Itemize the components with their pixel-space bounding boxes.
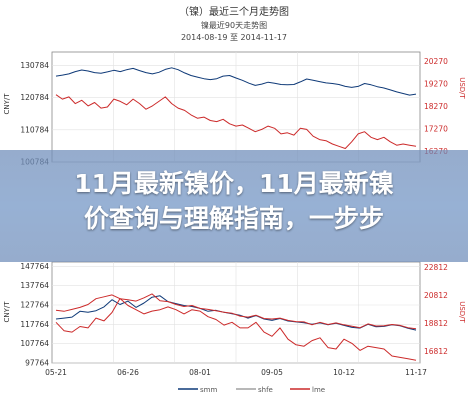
bottom-series [55,293,417,361]
top-series-line-1 [55,94,417,149]
bottom-chart: 147764 137764 127764 117764 107764 97764 2281… [3,261,466,394]
top-chart-date-range: 2014-08-19 至 2014-11-17 [181,33,287,42]
headline-line-1: 11月最新镍价，11月最新镍 [74,169,394,198]
top-right-tick-0: 20270 [424,57,448,66]
bottom-right-tick-3: 16812 [424,347,448,356]
top-right-tick-2: 18270 [424,102,448,111]
bottom-x-tick-4: 10-12 [333,368,355,377]
bottom-right-tick-0: 22812 [424,263,448,272]
top-right-tick-3: 17270 [424,125,448,134]
bottom-left-tick-3: 117764 [20,320,49,329]
top-chart: （镍）最近三个月走势图 镍最近90天走势图 2014-08-19 至 2014-… [3,5,466,167]
top-left-tick-2: 110784 [20,125,49,134]
bottom-ylabel-left: CNY/T [3,301,11,323]
bottom-x-ticks: 05-21 06-26 08-01 09-05 10-12 11-17 [45,368,427,377]
bottom-left-tick-5: 97764 [25,359,49,368]
top-ylabel-right: USD/T [458,77,466,99]
headline-text: 11月最新镍价，11月最新镍 价查询与理解指南，一步步 [0,166,468,236]
bottom-ylabel-right: USD/T [458,301,466,323]
bottom-x-tick-2: 08-01 [189,368,211,377]
bottom-right-tick-2: 18812 [424,319,448,328]
top-series-line-0 [55,67,417,96]
bottom-left-tick-0: 147764 [20,262,49,271]
bottom-x-tick-1: 06-26 [117,368,139,377]
bottom-left-tick-2: 127764 [20,300,49,309]
bottom-series-line-1 [55,293,417,330]
top-left-tick-1: 120784 [20,93,49,102]
top-chart-title: （镍）最近三个月走势图 [179,5,289,18]
bottom-x-tick-0: 05-21 [45,368,67,377]
headline-banner [0,150,468,262]
bottom-x-tick-3: 09-05 [261,368,283,377]
bottom-right-tick-1: 20812 [424,291,448,300]
bottom-left-ticks: 147764 137764 127764 117764 107764 97764 [20,262,49,368]
bottom-series-line-2 [55,298,417,361]
bottom-x-tick-5: 11-17 [405,368,427,377]
bottom-left-tick-4: 107764 [20,339,49,348]
legend-label-shfe: shfe [258,386,273,394]
headline-line-2: 价查询与理解指南，一步步 [83,204,384,233]
top-right-tick-1: 19270 [424,80,448,89]
legend-label-smm: smm [200,386,217,394]
bottom-right-ticks: 22812 20812 18812 16812 [424,263,448,356]
top-ylabel-left: CNY/T [3,93,11,115]
bottom-legend: smm shfe lme [178,386,325,394]
top-series [55,67,417,149]
legend-label-lme: lme [312,386,325,394]
top-left-tick-0: 130784 [20,61,49,70]
bottom-grid [52,262,420,364]
top-right-ticks: 2027019270182701727016270 [424,57,448,156]
bottom-left-tick-1: 137764 [20,281,49,290]
top-chart-subtitle: 镍最近90天走势图 [201,20,267,30]
